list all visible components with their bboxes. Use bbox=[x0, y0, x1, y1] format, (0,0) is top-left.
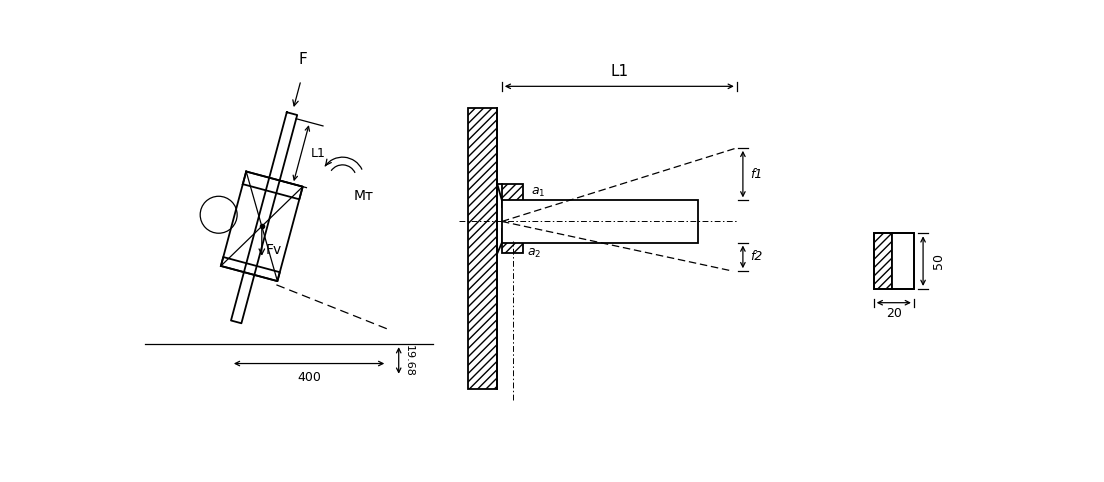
Bar bbox=[502, 229, 523, 254]
Text: 19.68: 19.68 bbox=[403, 345, 413, 376]
Text: f1: f1 bbox=[751, 168, 763, 181]
Text: 20: 20 bbox=[885, 308, 902, 321]
Text: L1: L1 bbox=[310, 147, 326, 160]
Text: 50: 50 bbox=[932, 253, 945, 269]
Text: $a_1$: $a_1$ bbox=[531, 186, 545, 199]
Bar bbox=[873, 233, 914, 289]
Text: Fv: Fv bbox=[266, 243, 282, 257]
Bar bbox=[468, 108, 497, 389]
Bar bbox=[502, 184, 523, 207]
Text: 400: 400 bbox=[297, 371, 321, 384]
Text: F: F bbox=[298, 52, 307, 67]
Bar bbox=[468, 108, 497, 389]
Text: L1: L1 bbox=[611, 64, 628, 79]
Text: f2: f2 bbox=[751, 250, 763, 263]
Bar bbox=[502, 201, 698, 242]
Bar bbox=[873, 233, 892, 289]
Text: $a_2$: $a_2$ bbox=[527, 247, 541, 260]
Bar bbox=[502, 229, 523, 254]
Bar bbox=[892, 233, 914, 289]
Bar bbox=[502, 184, 523, 207]
Bar bbox=[873, 233, 892, 289]
Text: Mᴛ: Mᴛ bbox=[354, 188, 374, 202]
